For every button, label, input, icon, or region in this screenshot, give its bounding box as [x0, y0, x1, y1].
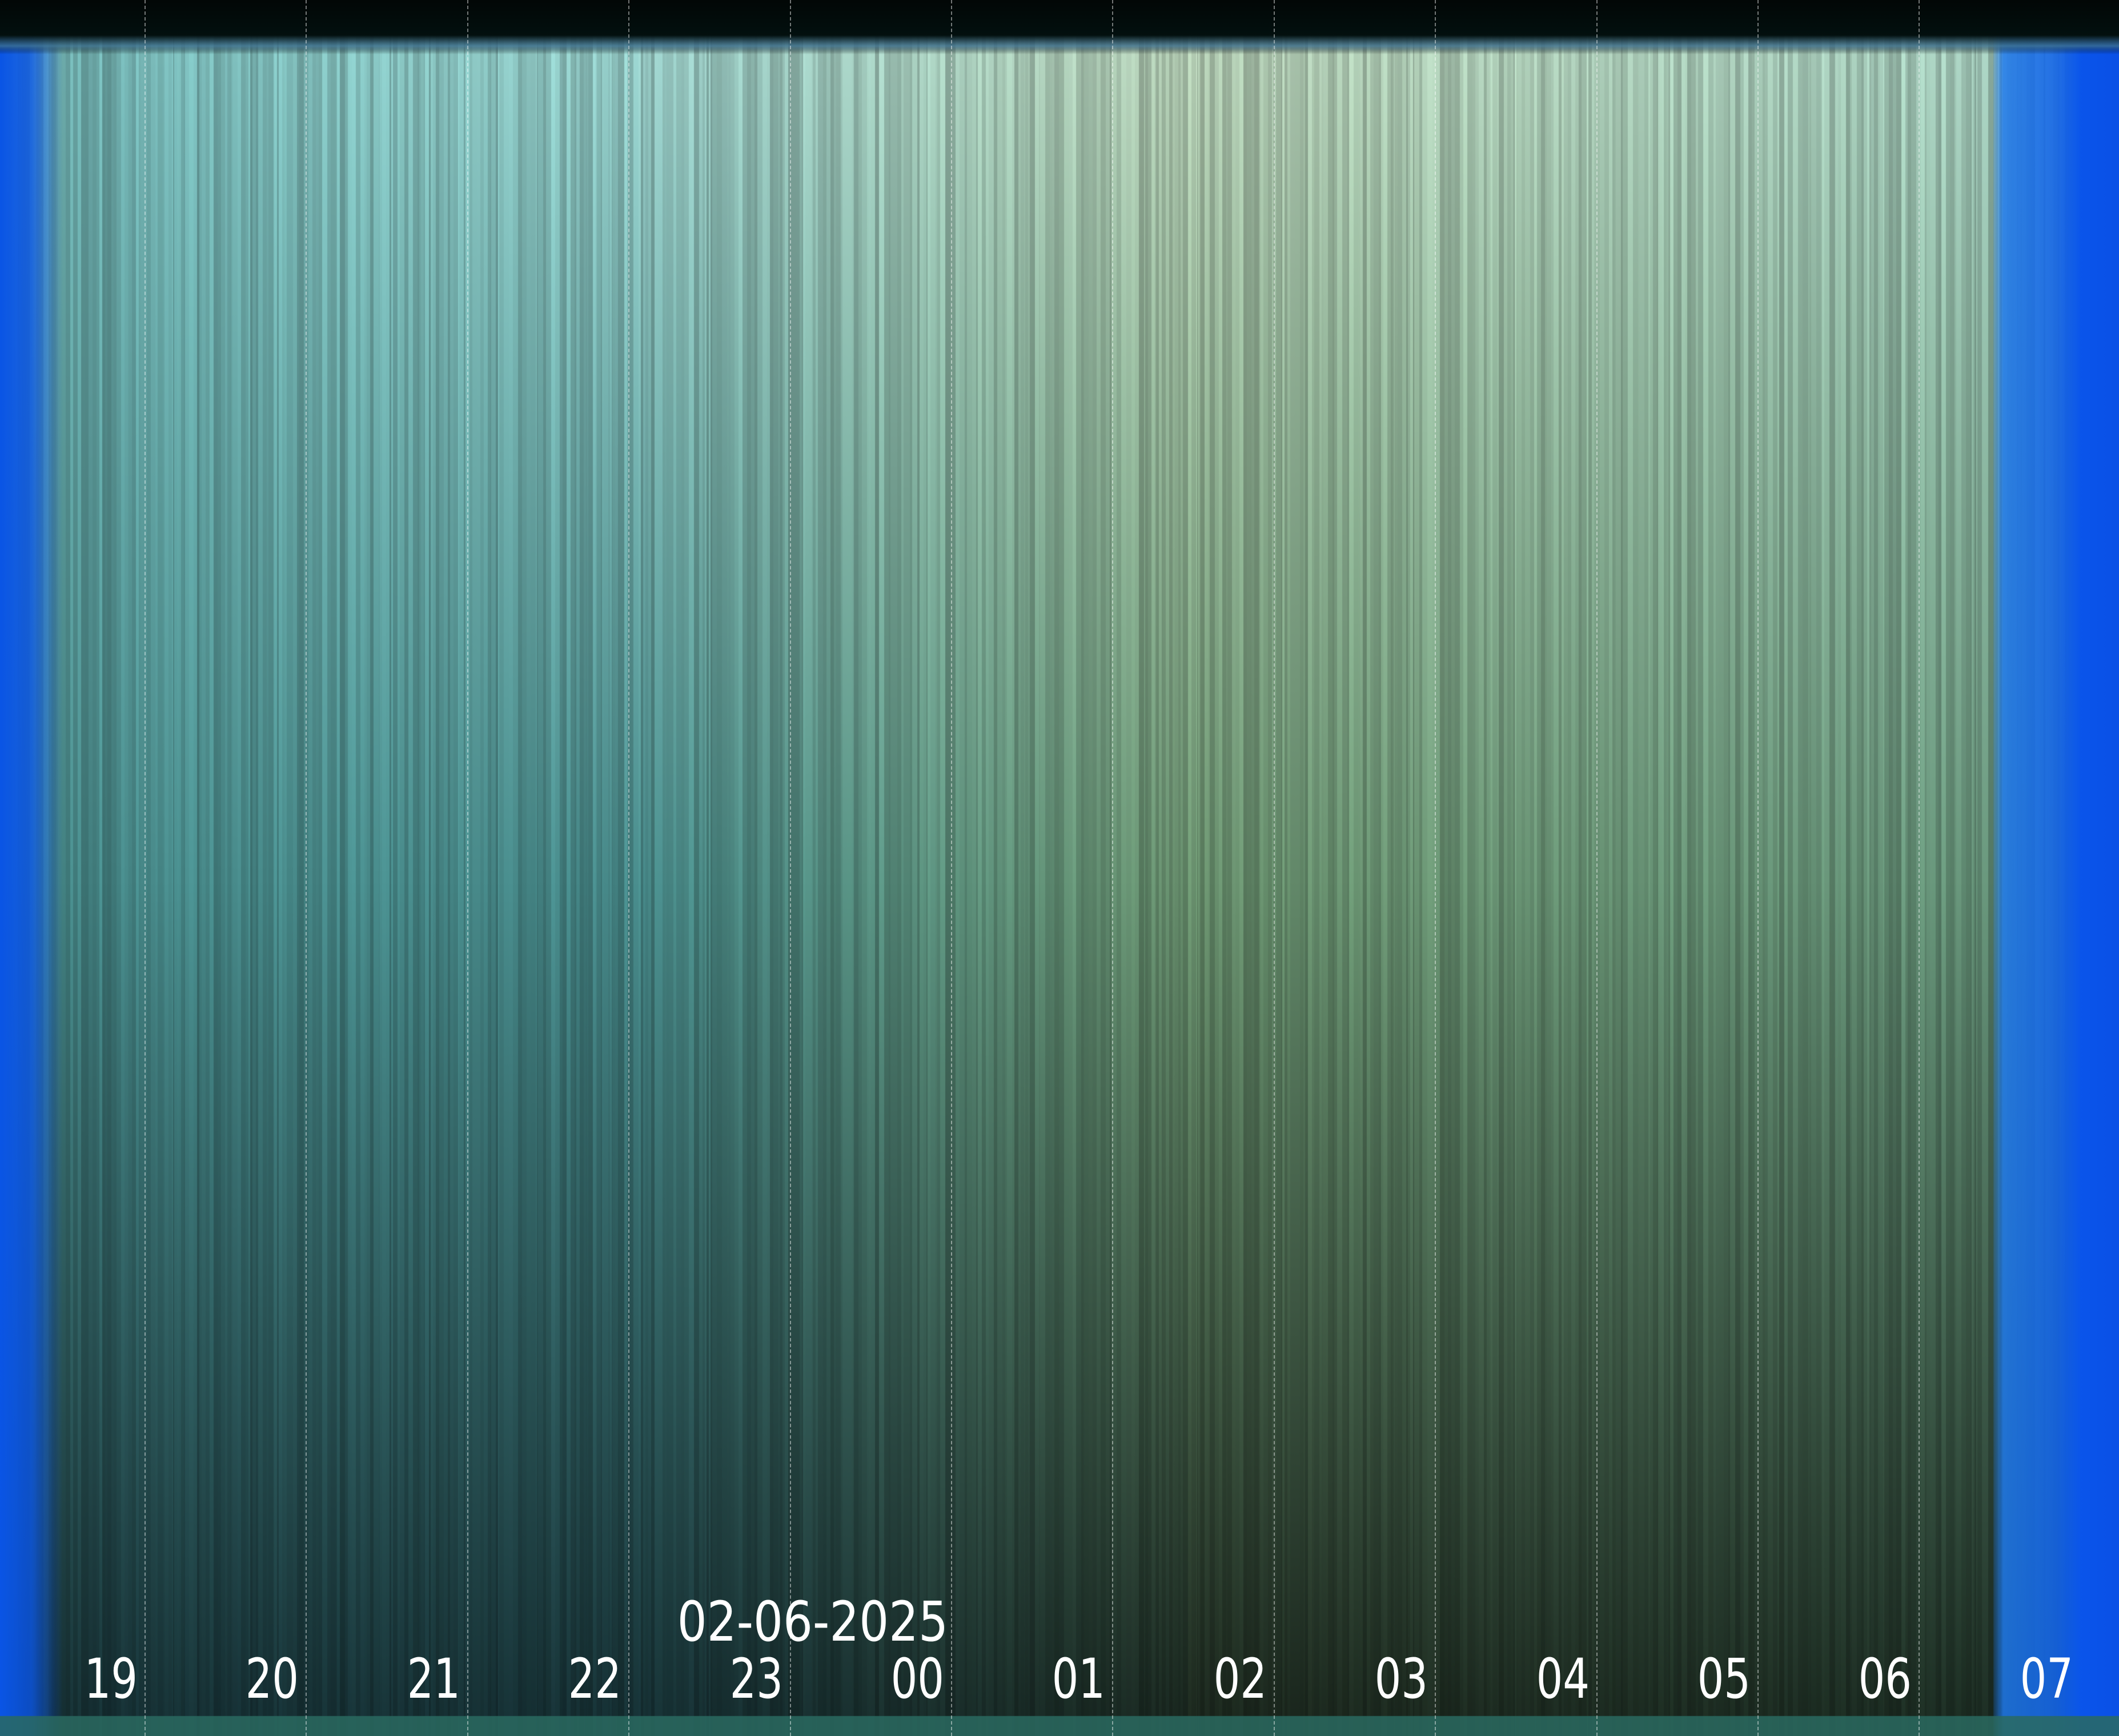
hour-label: 07 — [2020, 1647, 2073, 1711]
hour-label: 01 — [1052, 1647, 1106, 1711]
hour-label: 04 — [1536, 1647, 1590, 1711]
hour-label: 06 — [1858, 1647, 1912, 1711]
hour-gridline — [1273, 0, 1275, 1736]
hour-label: 20 — [245, 1647, 299, 1711]
hour-label: 03 — [1374, 1647, 1428, 1711]
hour-label: 05 — [1697, 1647, 1751, 1711]
hour-gridline — [1596, 0, 1598, 1736]
hour-gridline — [789, 0, 791, 1736]
date-label: 02-06-2025 — [677, 1590, 948, 1654]
hour-label: 22 — [568, 1647, 622, 1711]
hour-label: 19 — [84, 1647, 138, 1711]
hour-gridline — [145, 0, 146, 1736]
hour-gridline — [1112, 0, 1114, 1736]
hour-gridline — [306, 0, 307, 1736]
hour-gridline — [1757, 0, 1759, 1736]
hour-gridline — [1435, 0, 1436, 1736]
hour-label: 21 — [407, 1647, 460, 1711]
hour-gridline — [628, 0, 630, 1736]
hour-gridline — [1919, 0, 1920, 1736]
hour-label: 00 — [890, 1647, 944, 1711]
hour-gridline — [467, 0, 468, 1736]
hour-label: 02 — [1213, 1647, 1267, 1711]
hour-gridline — [951, 0, 952, 1736]
hour-label: 23 — [729, 1647, 783, 1711]
